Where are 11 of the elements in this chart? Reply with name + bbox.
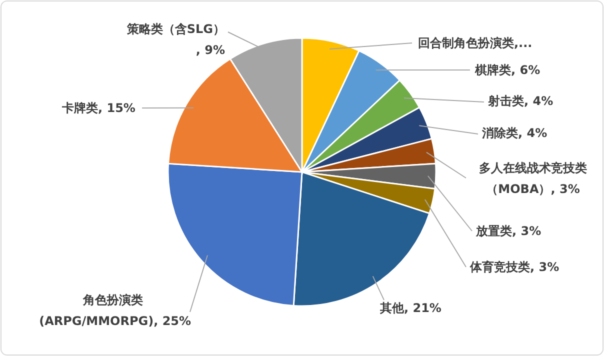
slice-label: 回合制角色扮演类,... (418, 36, 532, 50)
slice-label: 卡牌类, 15% (61, 101, 136, 115)
slice-label: 体育竞技类, 3% (469, 260, 560, 274)
slice-label: 策略类（含SLG）, 9% (126, 22, 225, 57)
slice-label: 其他, 21% (379, 301, 442, 315)
slice-label: 角色扮演类 (ARPG/MMORPG), 25% (34, 293, 192, 328)
slice-label: 多人在线战术竞技类（MOBA）, 3% (479, 161, 587, 196)
slice-label: 放置类, 3% (475, 224, 542, 238)
slice-label: 消除类, 4% (481, 126, 548, 140)
slice-label: 棋牌类, 6% (474, 63, 540, 77)
slice-label: 射击类, 4% (487, 94, 554, 108)
